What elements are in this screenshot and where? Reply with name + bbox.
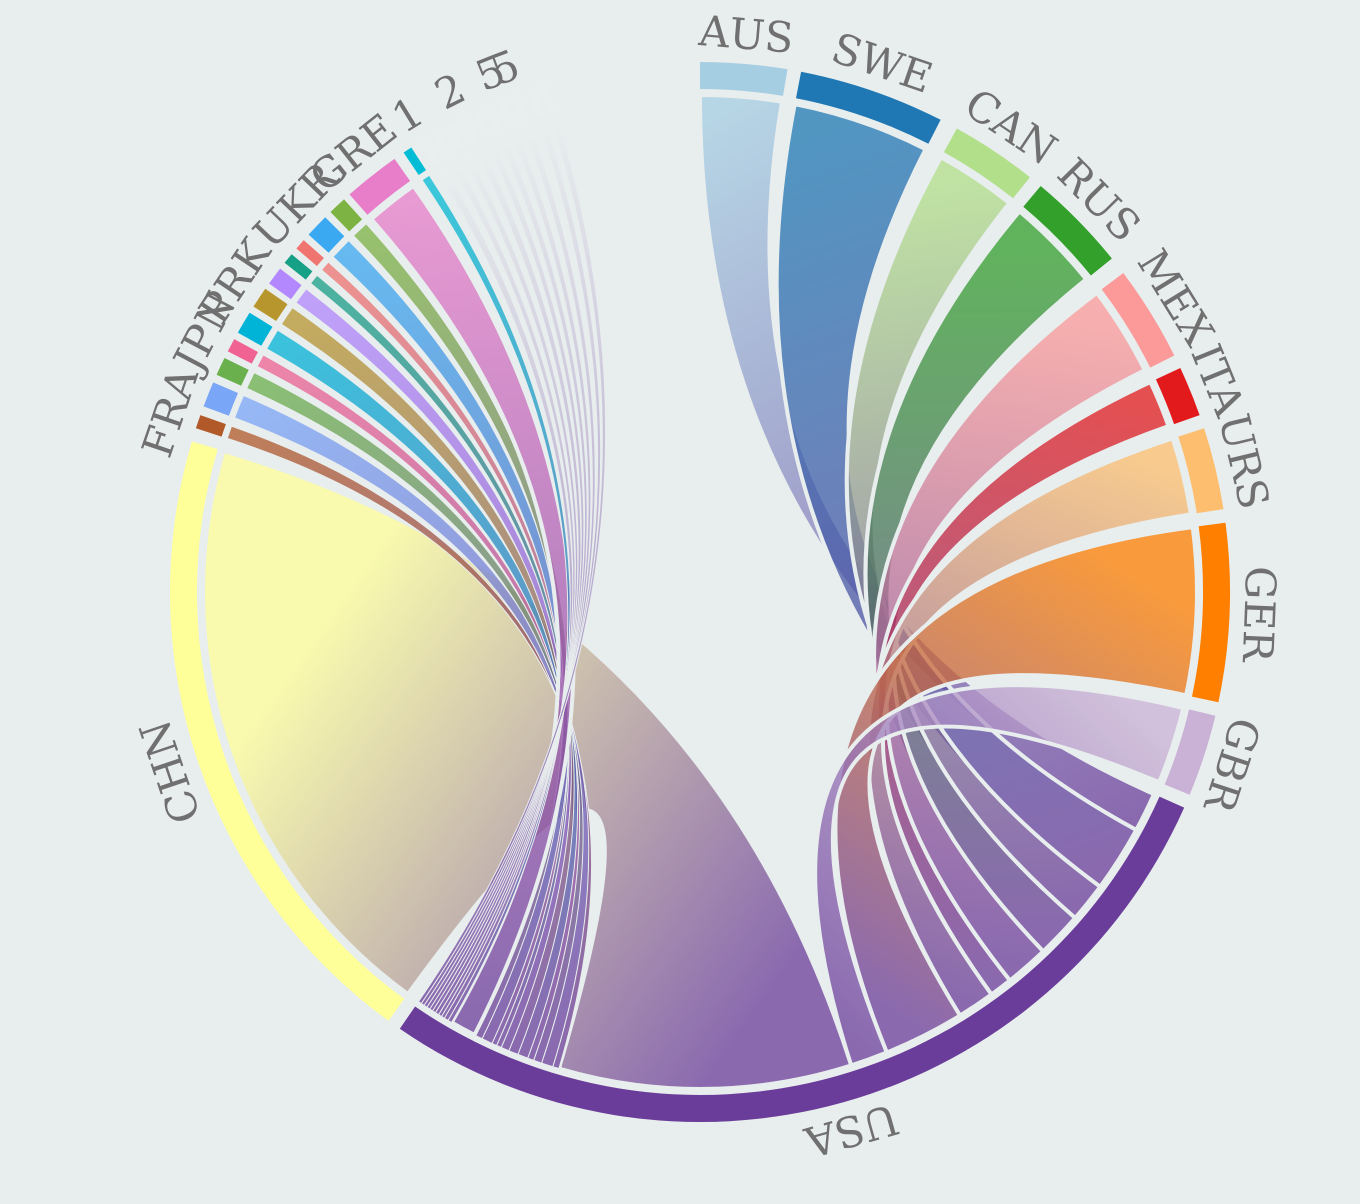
ribbon-5[interactable] [426,129,592,1010]
arc-prk[interactable] [253,288,288,321]
arc-ger[interactable] [1192,522,1231,703]
ribbon-chn[interactable] [201,448,854,1091]
arc-group-17[interactable] [269,268,302,300]
ribbon-prk[interactable] [280,306,575,1056]
ribbon-rus[interactable] [863,208,1090,955]
ribbon-group-17[interactable] [309,274,570,1049]
ribbon-group [201,92,1199,1091]
label-2-27: 2 [427,64,473,120]
arc-can[interactable] [943,128,1030,199]
ribbon-1[interactable] [435,165,574,1022]
arc-group-32[interactable] [527,88,543,117]
ribbon-5[interactable] [423,124,596,1008]
ribbon-ger[interactable] [833,524,1199,1056]
arc-chn[interactable] [169,441,405,1021]
ribbon-aus[interactable] [697,92,1157,833]
ribbon-group-22[interactable] [421,174,571,1024]
label-ger-7: GER [1233,565,1286,664]
arc-gre[interactable] [349,158,411,215]
ribbon-fra[interactable] [226,425,593,1070]
arc-group-12[interactable] [203,382,238,416]
arc-group-33[interactable] [540,84,556,113]
arc-group-19[interactable] [296,240,324,266]
ribbon-group-12[interactable] [246,371,584,1064]
arc-group [169,62,1231,1123]
ribbon-gre[interactable] [368,183,576,1038]
ribbon-ukr[interactable] [332,239,570,1045]
arc-ita[interactable] [1155,368,1200,425]
arc-ukr[interactable] [308,217,345,253]
ribbon-group-27[interactable] [431,139,585,1014]
ribbon-mex[interactable] [872,290,1148,984]
ribbon-group-11[interactable] [233,394,590,1068]
arc-jpn[interactable] [227,339,258,364]
ribbon-group-24[interactable] [440,158,576,1019]
arc-5[interactable] [498,99,515,127]
label-aus-0: AUS [696,6,795,63]
arc-group-15[interactable] [237,312,273,346]
arc-aus[interactable] [700,62,788,96]
ribbon-jpn[interactable] [256,354,580,1061]
ribbon-group-20[interactable] [352,223,569,1040]
ribbon-group-16[interactable] [295,288,572,1052]
arc-group-18[interactable] [284,254,313,280]
arc-group-28[interactable] [472,110,491,138]
arc-group-25[interactable] [433,130,454,158]
arc-2[interactable] [459,116,479,144]
ribbon-group-32[interactable] [417,115,607,1005]
arc-gbr[interactable] [1164,709,1216,795]
ribbon-group-28[interactable] [429,134,588,1012]
ribbon-group-31[interactable] [420,119,602,1007]
ribbon-2[interactable] [434,145,582,1016]
arc-group-21[interactable] [330,199,363,232]
arc-5[interactable] [511,94,528,122]
arc-group-13[interactable] [216,358,249,386]
ribbon-ita[interactable] [875,379,1172,998]
arc-fra[interactable] [195,415,226,437]
arc-group-23[interactable] [403,147,426,176]
arc-group-26[interactable] [446,123,466,151]
ribbon-can[interactable] [844,154,1103,921]
arc-group-29[interactable] [485,104,503,133]
arc-mex[interactable] [1101,273,1175,368]
arc-1[interactable] [419,137,441,166]
ribbon-group-14[interactable] [265,329,579,1059]
arc-swe[interactable] [796,71,941,144]
ribbon-group-25[interactable] [437,151,579,1018]
ribbon-group-18[interactable] [320,261,570,1047]
arc-rus[interactable] [1023,186,1112,276]
ribbon-gbr[interactable] [813,683,1186,1068]
arc-urs[interactable] [1178,428,1224,514]
ribbon-urs[interactable] [865,435,1194,1019]
